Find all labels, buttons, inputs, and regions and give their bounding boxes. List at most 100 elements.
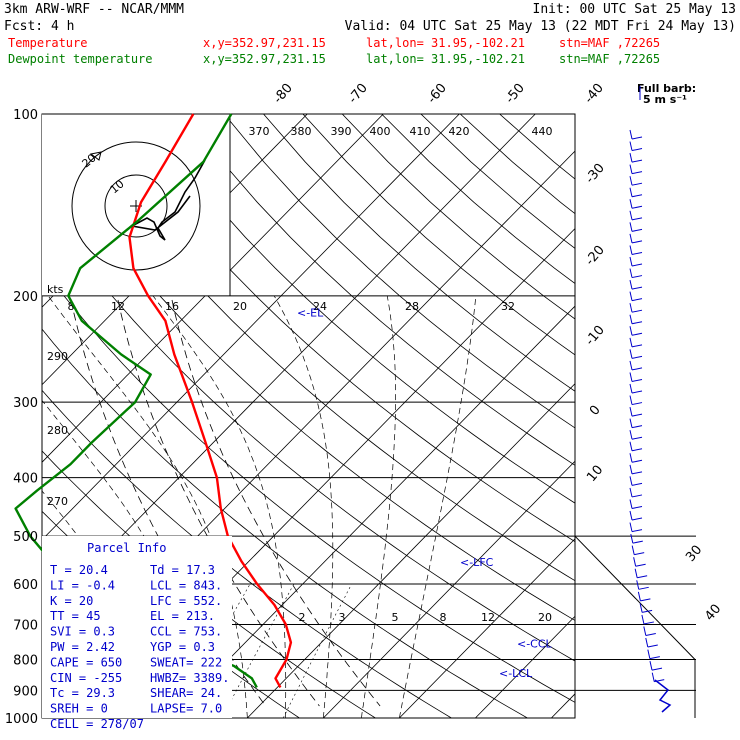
dew-latlon: lat,lon= 31.95,-102.21	[366, 52, 525, 66]
wind-barb-feather	[651, 672, 655, 682]
wind-barb-feather	[629, 233, 633, 244]
parcel-info-value: HWBZ= 3389.	[150, 671, 229, 685]
wind-barb	[631, 309, 643, 313]
wind-barb	[631, 425, 643, 429]
init-time: Init: 00 UTC Sat 25 May 13	[533, 2, 737, 17]
storm-motion-marker	[89, 151, 102, 161]
parcel-info-value: LAPSE= 7.0	[150, 702, 222, 716]
wind-barb	[631, 263, 643, 267]
wind-barb-feather	[629, 337, 633, 347]
model-title: 3km ARW-WRF -- NCAR/MMM	[4, 2, 184, 17]
valid-time: Valid: 04 UTC Sat 25 May 13 (22 MDT Fri …	[345, 19, 736, 34]
wind-barb-feather	[629, 395, 633, 405]
mixing-ratio-label: 8	[440, 611, 447, 624]
wind-barb-feather	[641, 614, 645, 625]
theta-label: 410	[410, 125, 431, 138]
pressure-tick-label: 200	[13, 290, 38, 305]
level-marker-label: <-LFC	[460, 556, 494, 569]
dry-adiabat	[42, 328, 528, 718]
dry-adiabat	[223, 114, 575, 429]
wind-barb-feather	[645, 637, 649, 648]
wind-barb-feather	[629, 314, 633, 324]
pressure-tick-label: 700	[13, 618, 38, 633]
parcel-info-value: CCL = 753.	[150, 625, 222, 639]
pressure-tick-label: 300	[13, 396, 38, 411]
wind-barb	[631, 529, 643, 533]
wind-barb-feather	[629, 441, 633, 451]
wind-barb-feather	[629, 303, 633, 313]
wind-barb	[631, 275, 643, 279]
moist-adiabat	[399, 295, 477, 718]
theta-side-label: 280	[47, 424, 68, 437]
wind-barb-feather	[639, 603, 643, 613]
parcel-info-title: Parcel Info	[87, 541, 166, 555]
wind-barb	[631, 517, 643, 521]
hodograph-speed-label: 12	[111, 300, 125, 313]
theta-label: 380	[291, 125, 312, 138]
dry-adiabat	[420, 114, 575, 249]
barb-legend-value: 5 m s⁻¹	[643, 93, 687, 106]
parcel-info-value: LI = -0.4	[50, 578, 115, 592]
wind-barb-feather	[629, 291, 633, 301]
dry-adiabat	[341, 114, 575, 320]
wind-barb	[631, 286, 643, 290]
dry-adiabat	[42, 203, 575, 662]
parcel-info-value: PW = 2.42	[50, 640, 115, 654]
pressure-tick-label: 800	[13, 653, 38, 668]
wind-barb	[631, 378, 643, 382]
theta-label: 370	[249, 125, 270, 138]
parcel-info-value: YGP = 0.3	[150, 640, 215, 654]
parcel-info-value: K = 20	[50, 594, 93, 608]
wind-barb-feather	[629, 453, 633, 463]
hodograph-ring-inner	[104, 174, 168, 238]
dry-adiabat	[381, 114, 575, 284]
wind-barb-feather	[629, 141, 633, 151]
parcel-info-value: T = 20.4	[50, 563, 108, 577]
mixing-ratio-label: 2	[299, 611, 306, 624]
parcel-info-value: CIN = -255	[50, 671, 122, 685]
wind-barb	[631, 413, 643, 417]
wind-barb	[631, 205, 643, 209]
wind-barb-feather	[629, 152, 633, 163]
temperature-tick-label: -30	[583, 161, 608, 187]
wind-barb	[651, 667, 663, 671]
temperature-tick-label: 10	[584, 463, 606, 485]
theta-side-label: 270	[47, 495, 68, 508]
dry-adiabat	[42, 137, 575, 621]
temp-station: stn=MAF ,72265	[559, 36, 660, 50]
hodograph-speed-label: 8	[68, 300, 75, 313]
level-markers: <-EL <-LFC <-CCL <-LCL	[297, 306, 553, 680]
wind-barb-cluster	[654, 679, 672, 713]
theta-label: 420	[449, 125, 470, 138]
wind-barb-feather	[636, 580, 640, 590]
wind-barb	[631, 321, 643, 325]
wind-barb-feather	[629, 210, 633, 220]
level-marker-label: <-CCL	[517, 638, 553, 651]
wind-barb-feather	[630, 534, 634, 544]
wind-barb	[631, 194, 643, 198]
wind-barb-feather	[629, 245, 633, 255]
hodograph-speed-label: 16	[165, 300, 179, 313]
wind-barb	[647, 644, 658, 648]
wind-barb	[640, 598, 651, 602]
wind-barb	[631, 332, 643, 336]
dry-adiabat	[263, 114, 575, 392]
temperature-tick-label: -60	[425, 81, 450, 107]
mixing-ratio-line	[282, 583, 352, 718]
parcel-info-value: CAPE = 650	[50, 655, 122, 669]
barb-legend-title: Full barb:	[637, 82, 696, 95]
theta-label: 400	[370, 125, 391, 138]
dry-adiabat	[66, 114, 575, 582]
hodograph-speed-label: kts	[47, 283, 64, 296]
theta-side-label: 290	[47, 350, 68, 363]
temperature-tick-label: 40	[702, 602, 724, 624]
wind-barb-feather	[629, 407, 633, 417]
legend-dewpoint: Dewpoint temperature	[8, 52, 153, 66]
wind-barb-feather	[634, 568, 638, 578]
wind-barb	[631, 459, 643, 463]
wind-barb	[631, 436, 643, 440]
mixing-ratio-label: 5	[392, 611, 399, 624]
wind-barb-feather	[631, 545, 635, 555]
temp-coord: x,y=352.97,231.15	[203, 36, 326, 50]
theta-label: 390	[331, 125, 352, 138]
